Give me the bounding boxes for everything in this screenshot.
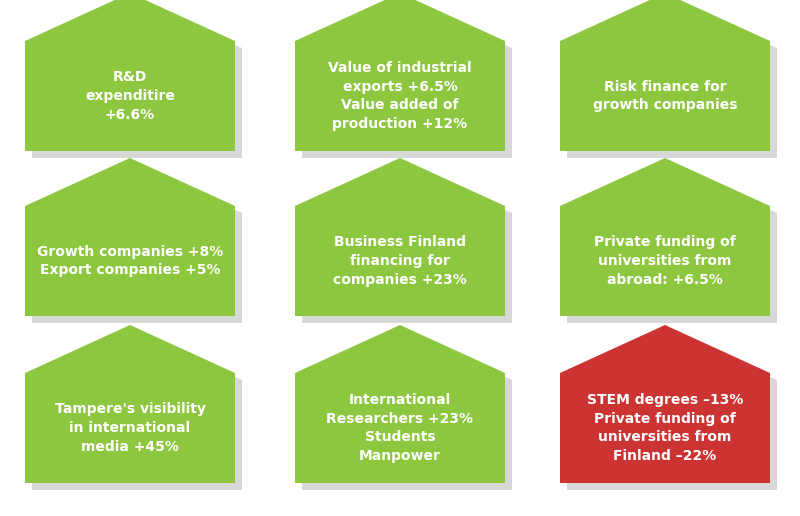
Text: Business Finland
financing for
companies +23%: Business Finland financing for companies… [333,235,467,287]
Text: Risk finance for
growth companies: Risk finance for growth companies [593,79,738,112]
Polygon shape [25,158,235,316]
Polygon shape [302,332,512,490]
Text: STEM degrees –13%
Private funding of
universities from
Finland –22%: STEM degrees –13% Private funding of uni… [587,393,743,463]
Polygon shape [560,158,770,316]
Polygon shape [295,0,505,151]
Polygon shape [32,332,242,490]
Text: Value of industrial
exports +6.5%
Value added of
production +12%: Value of industrial exports +6.5% Value … [328,60,472,132]
Polygon shape [560,325,770,483]
Polygon shape [560,0,770,151]
Polygon shape [32,165,242,323]
Polygon shape [302,165,512,323]
Polygon shape [25,0,235,151]
Polygon shape [25,325,235,483]
Polygon shape [567,0,777,158]
Text: Private funding of
universities from
abroad: +6.5%: Private funding of universities from abr… [594,235,736,287]
Text: Tampere's visibility
in international
media +45%: Tampere's visibility in international me… [54,402,206,454]
Text: R&D
expenditire
+6.6%: R&D expenditire +6.6% [85,70,175,122]
Polygon shape [32,0,242,158]
Text: Growth companies +8%
Export companies +5%: Growth companies +8% Export companies +5… [37,245,223,278]
Polygon shape [567,165,777,323]
Text: International
Researchers +23%
Students
Manpower: International Researchers +23% Students … [326,393,474,463]
Polygon shape [295,325,505,483]
Polygon shape [567,332,777,490]
Polygon shape [295,158,505,316]
Polygon shape [302,0,512,158]
